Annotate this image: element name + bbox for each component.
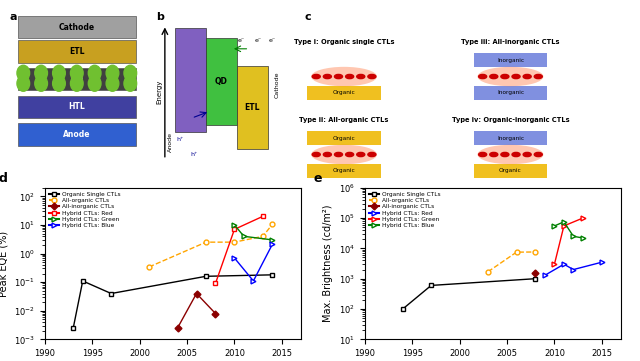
Circle shape — [479, 152, 486, 157]
Circle shape — [106, 65, 119, 81]
Text: QD: QD — [70, 75, 83, 84]
Circle shape — [368, 74, 376, 79]
Text: Inorganic: Inorganic — [497, 58, 524, 63]
Circle shape — [512, 74, 520, 79]
Circle shape — [124, 65, 137, 81]
Text: Energy: Energy — [156, 80, 162, 104]
Circle shape — [356, 74, 365, 79]
Circle shape — [501, 152, 509, 157]
Bar — [307, 86, 381, 100]
Circle shape — [323, 152, 332, 157]
Circle shape — [124, 76, 137, 91]
Circle shape — [490, 152, 498, 157]
Circle shape — [70, 76, 83, 91]
Text: Anode: Anode — [168, 132, 173, 152]
Y-axis label: Peak EQE (%): Peak EQE (%) — [0, 230, 8, 297]
Circle shape — [534, 152, 542, 157]
Text: HTL: HTL — [182, 20, 198, 29]
Text: e: e — [314, 172, 322, 185]
Bar — [18, 40, 136, 63]
Text: h⁺: h⁺ — [176, 137, 184, 142]
Text: Organic: Organic — [333, 168, 355, 173]
Bar — [18, 16, 136, 38]
Text: Organic: Organic — [333, 136, 355, 141]
Circle shape — [312, 74, 320, 79]
Text: c: c — [304, 12, 311, 22]
Bar — [474, 86, 547, 100]
Circle shape — [346, 74, 354, 79]
Text: Organic: Organic — [499, 168, 522, 173]
Circle shape — [335, 74, 342, 79]
Circle shape — [323, 74, 332, 79]
Circle shape — [356, 152, 365, 157]
Circle shape — [335, 152, 342, 157]
Text: Type iii: All-inorganic CTLs: Type iii: All-inorganic CTLs — [461, 39, 560, 45]
Text: e⁻: e⁻ — [238, 38, 245, 43]
Text: ETL: ETL — [244, 103, 260, 112]
Text: Anode: Anode — [63, 130, 90, 139]
Text: Type iv: Organic-inorganic CTLs: Type iv: Organic-inorganic CTLs — [452, 117, 569, 123]
Text: Cathode: Cathode — [59, 23, 95, 32]
Bar — [237, 66, 268, 149]
Text: a: a — [9, 12, 17, 22]
Text: d: d — [0, 172, 8, 185]
Circle shape — [479, 74, 486, 79]
Circle shape — [534, 74, 542, 79]
Text: QD: QD — [215, 77, 228, 86]
Circle shape — [490, 74, 498, 79]
Y-axis label: Max. Brightness (cd/m²): Max. Brightness (cd/m²) — [323, 205, 333, 322]
Circle shape — [35, 65, 47, 81]
Text: Inorganic: Inorganic — [497, 136, 524, 141]
Circle shape — [88, 65, 101, 81]
Text: Type ii: All-organic CTLs: Type ii: All-organic CTLs — [300, 117, 388, 123]
Circle shape — [70, 65, 83, 81]
Ellipse shape — [311, 145, 377, 164]
Bar — [18, 123, 136, 146]
Bar — [205, 38, 237, 125]
Bar — [474, 53, 547, 67]
Text: e⁻: e⁻ — [269, 38, 276, 43]
Text: Cathode: Cathode — [275, 72, 280, 99]
Bar — [18, 68, 136, 90]
Circle shape — [523, 74, 531, 79]
Circle shape — [523, 152, 531, 157]
Bar — [307, 164, 381, 178]
Legend: Organic Single CTLs, All-organic CTLs, All-inorganic CTLs, Hybrid CTLs: Red, Hyb: Organic Single CTLs, All-organic CTLs, A… — [48, 191, 122, 229]
Circle shape — [52, 65, 65, 81]
Text: Type i: Organic single CTLs: Type i: Organic single CTLs — [294, 39, 394, 45]
Circle shape — [17, 65, 29, 81]
Bar — [175, 28, 205, 132]
Legend: Organic Single CTLs, All-organic CTLs, All-inorganic CTLs, Hybrid CTLs: Red, Hyb: Organic Single CTLs, All-organic CTLs, A… — [368, 191, 442, 229]
Bar — [474, 164, 547, 178]
Text: Organic: Organic — [333, 90, 355, 95]
Circle shape — [52, 76, 65, 91]
Bar — [474, 131, 547, 145]
Circle shape — [368, 152, 376, 157]
Ellipse shape — [311, 67, 377, 86]
Circle shape — [346, 152, 354, 157]
Text: HTL: HTL — [68, 103, 85, 111]
Circle shape — [88, 76, 101, 91]
Text: ETL: ETL — [69, 47, 84, 56]
Ellipse shape — [477, 67, 543, 86]
Text: b: b — [156, 12, 164, 22]
Circle shape — [106, 76, 119, 91]
Bar — [307, 131, 381, 145]
Circle shape — [512, 152, 520, 157]
Bar — [18, 96, 136, 118]
Text: Inorganic: Inorganic — [497, 90, 524, 95]
Text: e⁻: e⁻ — [255, 38, 262, 43]
Ellipse shape — [477, 145, 543, 164]
Circle shape — [312, 152, 320, 157]
Circle shape — [17, 76, 29, 91]
Circle shape — [501, 74, 509, 79]
Circle shape — [35, 76, 47, 91]
Text: h⁺: h⁺ — [190, 152, 198, 157]
